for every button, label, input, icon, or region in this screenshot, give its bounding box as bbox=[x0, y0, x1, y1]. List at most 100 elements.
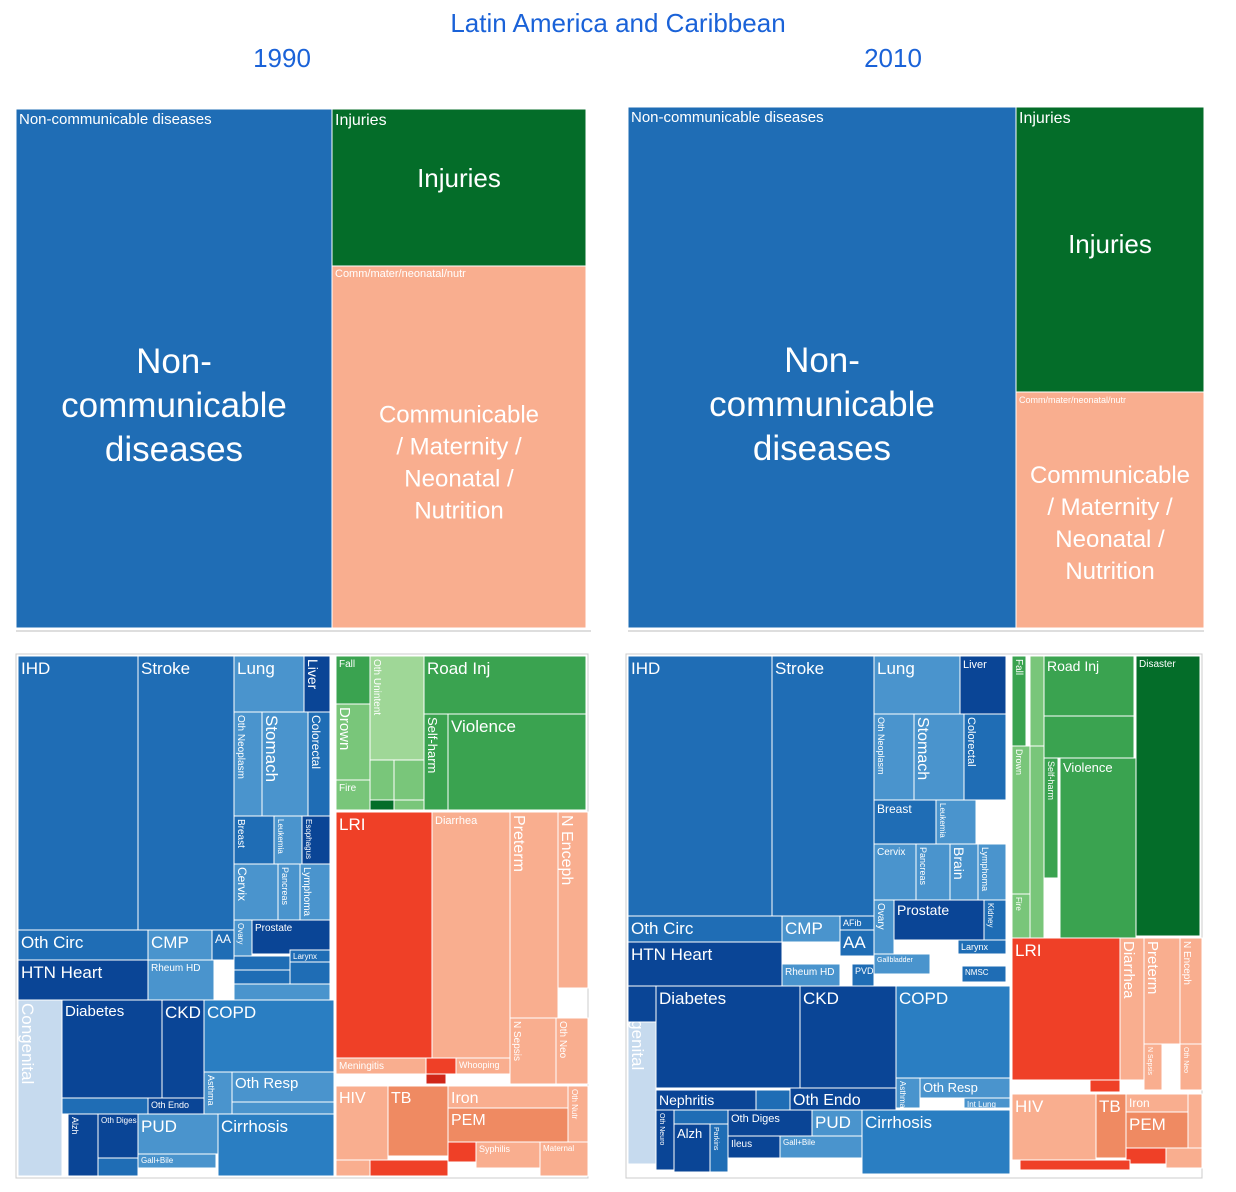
cell-label-cervix: Cervix bbox=[877, 847, 905, 858]
cell-label-self-harm: Self-harm bbox=[1046, 761, 1056, 800]
cell-label-oth-neoplasm: Oth Neoplasm bbox=[235, 715, 246, 779]
cell-label-fire: Fire bbox=[1014, 897, 1023, 911]
cell-label-stomach: Stomach bbox=[262, 715, 281, 782]
cell-label-aa: AA bbox=[215, 932, 231, 946]
treemap-cell bbox=[211, 929, 235, 961]
treemap-cell bbox=[935, 799, 977, 845]
cell-label-n-enceph: N Enceph bbox=[558, 815, 575, 885]
cell-label-oth-endo: Oth Endo bbox=[151, 1100, 189, 1110]
cell-label-fall: Fall bbox=[1013, 659, 1024, 675]
injuries-header: Injuries bbox=[1019, 110, 1071, 127]
treemap-cell bbox=[233, 955, 291, 971]
treemap-cell bbox=[1059, 757, 1137, 939]
treemap-cell bbox=[963, 1097, 1011, 1109]
cell-label-lymphoma: Lymphoma bbox=[301, 867, 312, 917]
treemap-cell bbox=[217, 1113, 335, 1177]
cell-label-pem: PEM bbox=[451, 1112, 486, 1129]
chart-title: Latin America and Caribbean bbox=[450, 8, 786, 38]
treemap-cell bbox=[369, 1159, 449, 1177]
cmnn-label-line: Nutrition bbox=[414, 498, 503, 525]
treemap-cell bbox=[627, 941, 783, 987]
treemap-cell bbox=[673, 1109, 729, 1125]
cell-label-oth-neo: Oth Neo bbox=[1182, 1047, 1189, 1073]
cell-label-road-inj: Road Inj bbox=[427, 659, 490, 678]
cell-label-asthma: Asthma bbox=[206, 1075, 216, 1106]
treemap-cell bbox=[233, 711, 263, 817]
cell-label-diabetes: Diabetes bbox=[65, 1003, 124, 1020]
ncd-block bbox=[627, 106, 1017, 629]
cell-label-kidney: Kidney bbox=[986, 903, 995, 927]
cell-label-larynx: Larynx bbox=[961, 942, 989, 952]
cell-label-stroke: Stroke bbox=[141, 659, 190, 678]
cell-label-htn-heart: HTN Heart bbox=[631, 945, 713, 964]
ncd-label-line: communicable bbox=[61, 386, 287, 425]
cell-label-colorectal: Colorectal bbox=[965, 717, 977, 767]
cell-label-gall-bile: Gall+Bile bbox=[783, 1138, 816, 1147]
treemap-cell bbox=[233, 969, 291, 985]
cmnn-label-line: Communicable bbox=[1030, 462, 1190, 489]
treemap-cell bbox=[393, 759, 425, 801]
cell-label-pem: PEM bbox=[1129, 1115, 1166, 1134]
cmnn-label-line: / Maternity / bbox=[1047, 494, 1173, 521]
cell-label-prostate: Prostate bbox=[255, 923, 293, 934]
cell-label-aa: AA bbox=[843, 933, 866, 952]
ncd-label-line: communicable bbox=[709, 385, 935, 424]
treemap-cell bbox=[961, 965, 1007, 983]
cell-label-iron: Iron bbox=[1129, 1096, 1150, 1110]
cell-label-oth-neuro: Oth Neuro bbox=[658, 1113, 665, 1145]
cell-label-oth-unintent: Oth Unintent bbox=[371, 659, 382, 715]
cell-label-nmsc: NMSC bbox=[965, 968, 989, 977]
treemap-cell bbox=[959, 655, 1007, 715]
cell-label-alzh: Alzh bbox=[70, 1117, 80, 1135]
treemap-cell bbox=[231, 1101, 335, 1115]
cmnn-label-line: Neonatal / bbox=[404, 466, 514, 493]
cell-label-oth-diges: Oth Diges bbox=[101, 1116, 137, 1125]
cell-label-leukemia: Leukemia bbox=[276, 819, 285, 854]
treemap-cell bbox=[539, 1141, 589, 1177]
treemap-cell bbox=[289, 961, 331, 987]
cell-label-copd: COPD bbox=[207, 1003, 256, 1022]
treemap-cell bbox=[555, 1017, 589, 1085]
treemap-cell bbox=[61, 1097, 149, 1115]
treemap-cell bbox=[915, 843, 951, 901]
cell-label-hiv: HIV bbox=[1015, 1097, 1044, 1116]
treemap-cell bbox=[1029, 745, 1045, 939]
cell-label-ckd: CKD bbox=[165, 1003, 201, 1022]
cell-label-drown: Drown bbox=[1014, 749, 1024, 775]
cell-label-pancreas: Pancreas bbox=[918, 847, 928, 886]
treemap-cell bbox=[447, 1141, 477, 1163]
cmnn-block bbox=[331, 265, 587, 629]
cell-label-rheum-hd: Rheum HD bbox=[785, 967, 834, 978]
injuries-block bbox=[331, 108, 587, 267]
cell-label-lung: Lung bbox=[877, 659, 915, 678]
ncd-label-line: Non- bbox=[136, 342, 212, 381]
treemap-cell bbox=[425, 1057, 457, 1075]
treemap-cell bbox=[557, 811, 589, 989]
cell-label-maternal: Maternal bbox=[543, 1144, 574, 1153]
cell-label-oth-circ: Oth Circ bbox=[631, 919, 694, 938]
treemap-cell bbox=[963, 713, 1007, 801]
cell-label-asthma: Asthma bbox=[898, 1081, 907, 1109]
treemap-cell bbox=[1143, 937, 1181, 1045]
injuries-block bbox=[1015, 106, 1205, 393]
cell-label-diarrhea: Diarrhea bbox=[1120, 941, 1137, 999]
year-label-2010: 2010 bbox=[864, 43, 922, 73]
cell-label-violence: Violence bbox=[451, 717, 516, 736]
treemap-cell bbox=[369, 655, 425, 761]
treemap-cell bbox=[423, 655, 587, 715]
cell-label-oth-neo: Oth Neo bbox=[557, 1021, 568, 1059]
year-label-1990: 1990 bbox=[253, 43, 311, 73]
treemap-cell bbox=[369, 759, 395, 801]
cell-label-diarrhea: Diarrhea bbox=[435, 815, 478, 827]
treemap-cell bbox=[1187, 1093, 1203, 1149]
cell-label-pud: PUD bbox=[815, 1113, 851, 1132]
cell-label-congenital: Congenital bbox=[18, 1003, 37, 1084]
treemap-cell bbox=[1125, 1111, 1189, 1149]
treemap-cell bbox=[895, 985, 1011, 1079]
cell-label-ihd: IHD bbox=[21, 659, 50, 678]
ncd-label-line: diseases bbox=[105, 430, 243, 469]
treemap-cell bbox=[161, 999, 205, 1099]
treemap-cell bbox=[1095, 1093, 1127, 1159]
treemap-cell bbox=[335, 703, 371, 781]
cell-label-n-enceph: N Enceph bbox=[1181, 941, 1192, 985]
